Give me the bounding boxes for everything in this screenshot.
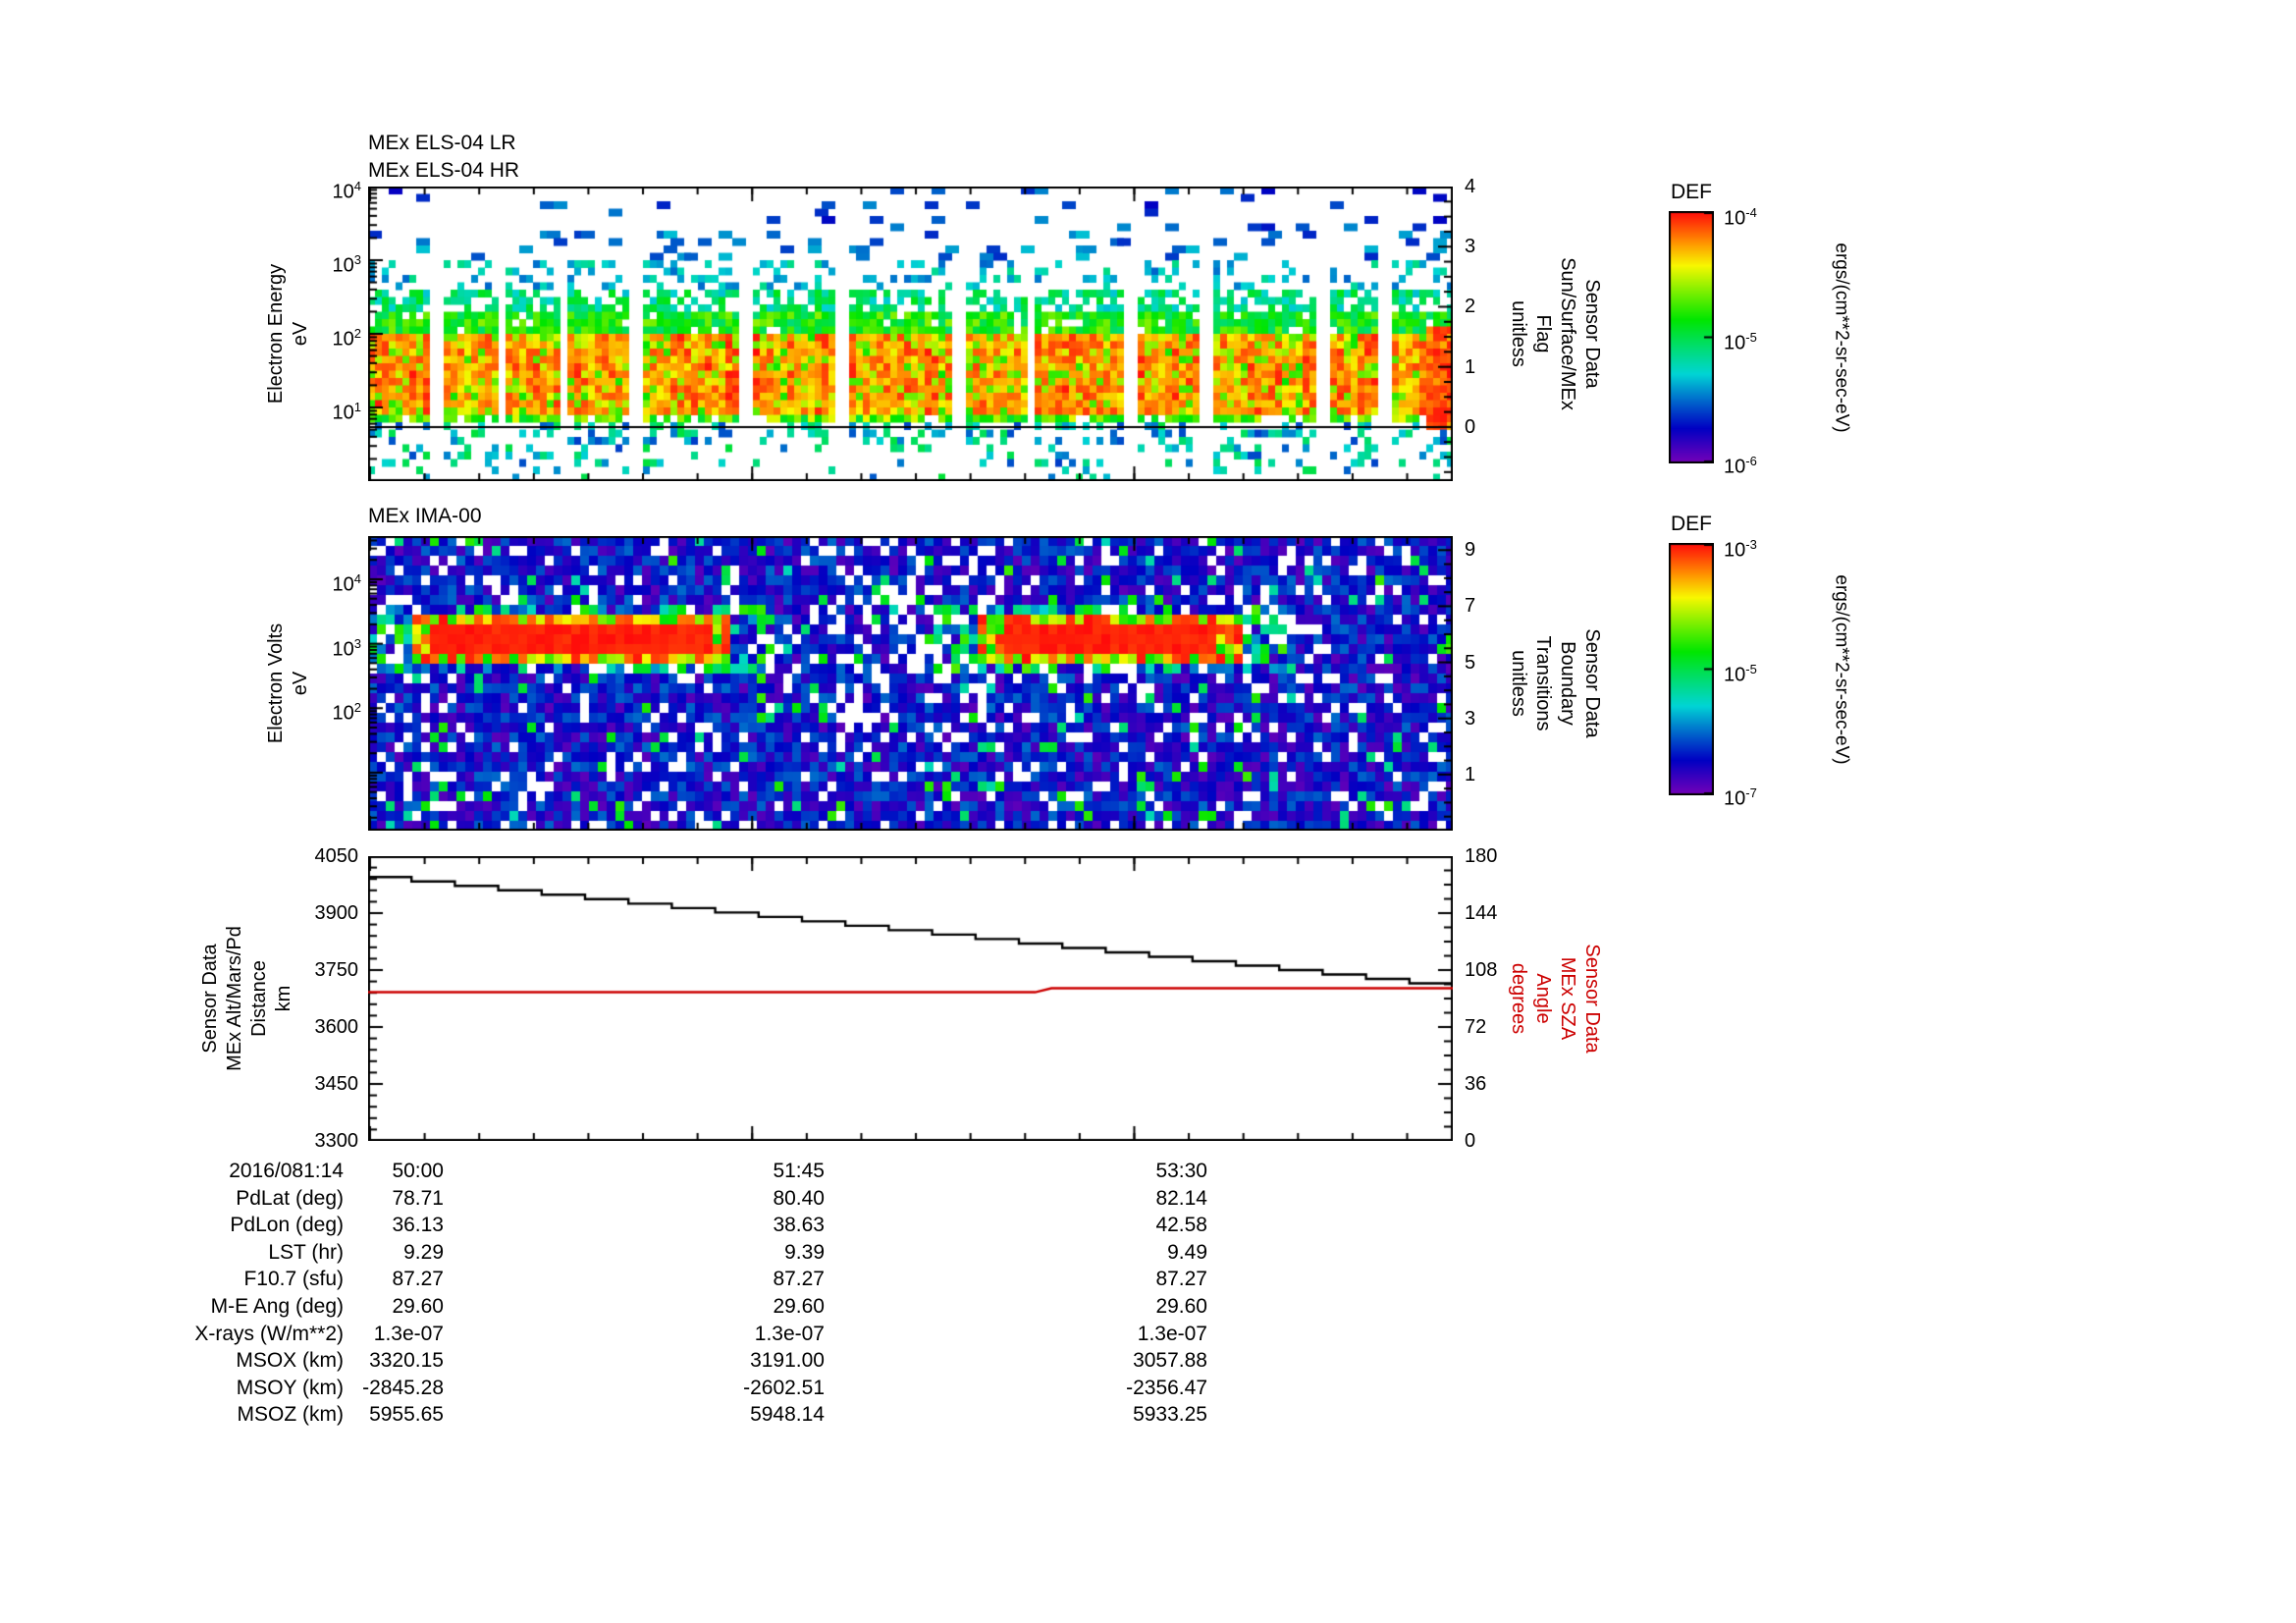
colorbar-tick: 10-5	[1724, 329, 1757, 354]
sza-angle-tick: 0	[1465, 1130, 1476, 1152]
table-value: 82.14	[1155, 1186, 1207, 1210]
els-flag-tick: 4	[1465, 176, 1476, 197]
table-value: 29.60	[392, 1295, 444, 1318]
sza-angle-tick: 180	[1465, 845, 1498, 867]
els-title-lr: MEx ELS-04 LR	[368, 132, 516, 154]
table-value: 1.3e-07	[373, 1322, 444, 1345]
table-value: 87.27	[773, 1268, 825, 1291]
table-value: 3057.88	[1133, 1349, 1207, 1373]
ima-boundary-tick: 1	[1465, 763, 1476, 785]
colorbar-tick: 10-6	[1724, 454, 1757, 478]
table-value: 3320.15	[369, 1349, 444, 1373]
els-flag-tick: 0	[1465, 415, 1476, 438]
colorbar2-unit-label: ergs/(cm**2-sr-sec-eV)	[1831, 574, 1852, 765]
sza-angle-tick: 72	[1465, 1016, 1487, 1038]
ima-boundary-tick: 7	[1465, 595, 1476, 618]
colorbar1-gradient	[1669, 211, 1714, 463]
table-value: 9.39	[784, 1240, 825, 1264]
table-row-label: PdLat (deg)	[236, 1186, 344, 1210]
ima-boundary-tick: 5	[1465, 651, 1476, 674]
els-energy-tick: 104	[332, 179, 361, 203]
els-flag-tick: 3	[1465, 236, 1476, 258]
sza-right-axis-label: Sensor Data MEx SZA Angle degrees	[1508, 944, 1603, 1054]
ima-boundary-tick: 9	[1465, 539, 1476, 562]
ima-boundary-tick: 3	[1465, 707, 1476, 730]
table-value: 9.49	[1167, 1240, 1207, 1264]
alt-distance-tick: 3900	[314, 902, 359, 924]
colorbar2-gradient	[1669, 543, 1714, 795]
table-value: 1.3e-07	[1137, 1322, 1207, 1345]
table-value: 3191.00	[750, 1349, 825, 1373]
ima-title: MEx IMA-00	[368, 505, 482, 527]
table-value: 78.71	[392, 1186, 444, 1210]
table-value: 5955.65	[369, 1403, 444, 1427]
els-title-hr: MEx ELS-04 HR	[368, 159, 520, 182]
colorbar1-unit-label: ergs/(cm**2-sr-sec-eV)	[1831, 243, 1852, 433]
table-value: 29.60	[773, 1295, 825, 1318]
table-value: 42.58	[1155, 1214, 1207, 1237]
table-row-label: MSOX (km)	[236, 1349, 344, 1373]
table-value: 1.3e-07	[754, 1322, 825, 1345]
table-value: 5933.25	[1133, 1403, 1207, 1427]
table-value: 87.27	[392, 1268, 444, 1291]
table-value: 5948.14	[750, 1403, 825, 1427]
sza-angle-tick: 36	[1465, 1073, 1487, 1095]
table-value: 87.27	[1155, 1268, 1207, 1291]
sza-angle-tick: 144	[1465, 902, 1498, 924]
table-value: 53:30	[1155, 1160, 1207, 1182]
table-row-label: F10.7 (sfu)	[243, 1268, 344, 1291]
table-value: 80.40	[773, 1186, 825, 1210]
els-flag-tick: 1	[1465, 355, 1476, 378]
ima-spectrogram-heatmap	[368, 536, 1453, 831]
table-value: 36.13	[392, 1214, 444, 1237]
ima-right-axis-label: Sensor Data Boundary Transitions unitles…	[1508, 628, 1603, 738]
table-value: 9.29	[403, 1240, 444, 1264]
table-value: 38.63	[773, 1214, 825, 1237]
colorbar-tick: 10-7	[1724, 785, 1757, 810]
table-row-label: X-rays (W/m**2)	[194, 1322, 344, 1345]
els-y-axis-label: Electron Energy eV	[265, 263, 311, 405]
table-value: 51:45	[773, 1160, 825, 1182]
table-row-label: 2016/081:14	[229, 1160, 344, 1182]
table-row-label: PdLon (deg)	[230, 1214, 344, 1237]
colorbar-tick: 10-3	[1724, 537, 1757, 562]
els-right-axis-label: Sensor Data Sun/Surface/MEx Flag unitles…	[1508, 257, 1603, 410]
table-value: -2845.28	[362, 1376, 444, 1399]
table-value: 29.60	[1155, 1295, 1207, 1318]
ima-y-axis-label: Electron Volts eV	[265, 622, 311, 744]
alt-distance-tick: 3300	[314, 1130, 359, 1152]
colorbar1-title: DEF	[1671, 181, 1712, 203]
sza-angle-tick: 108	[1465, 959, 1498, 981]
colorbar-tick: 10-5	[1724, 661, 1757, 686]
els-flag-tick: 2	[1465, 296, 1476, 318]
table-value: -2602.51	[743, 1376, 825, 1399]
table-row-label: MSOY (km)	[236, 1376, 344, 1399]
altitude-sza-line-chart	[368, 856, 1453, 1141]
table-row-label: LST (hr)	[268, 1240, 344, 1264]
ima-energy-tick: 104	[332, 570, 361, 596]
alt-distance-tick: 3450	[314, 1073, 359, 1095]
table-value: 50:00	[392, 1160, 444, 1182]
table-row-label: M-E Ang (deg)	[210, 1295, 344, 1318]
colorbar-tick: 10-4	[1724, 205, 1757, 230]
els-spectrogram-heatmap	[368, 187, 1453, 481]
colorbar2-title: DEF	[1671, 513, 1712, 535]
table-value: -2356.47	[1126, 1376, 1207, 1399]
table-row-label: MSOZ (km)	[237, 1403, 344, 1427]
alt-y-axis-label: Sensor Data MEx Alt/Mars/Pd Distance km	[199, 926, 294, 1071]
alt-distance-tick: 4050	[314, 845, 359, 867]
